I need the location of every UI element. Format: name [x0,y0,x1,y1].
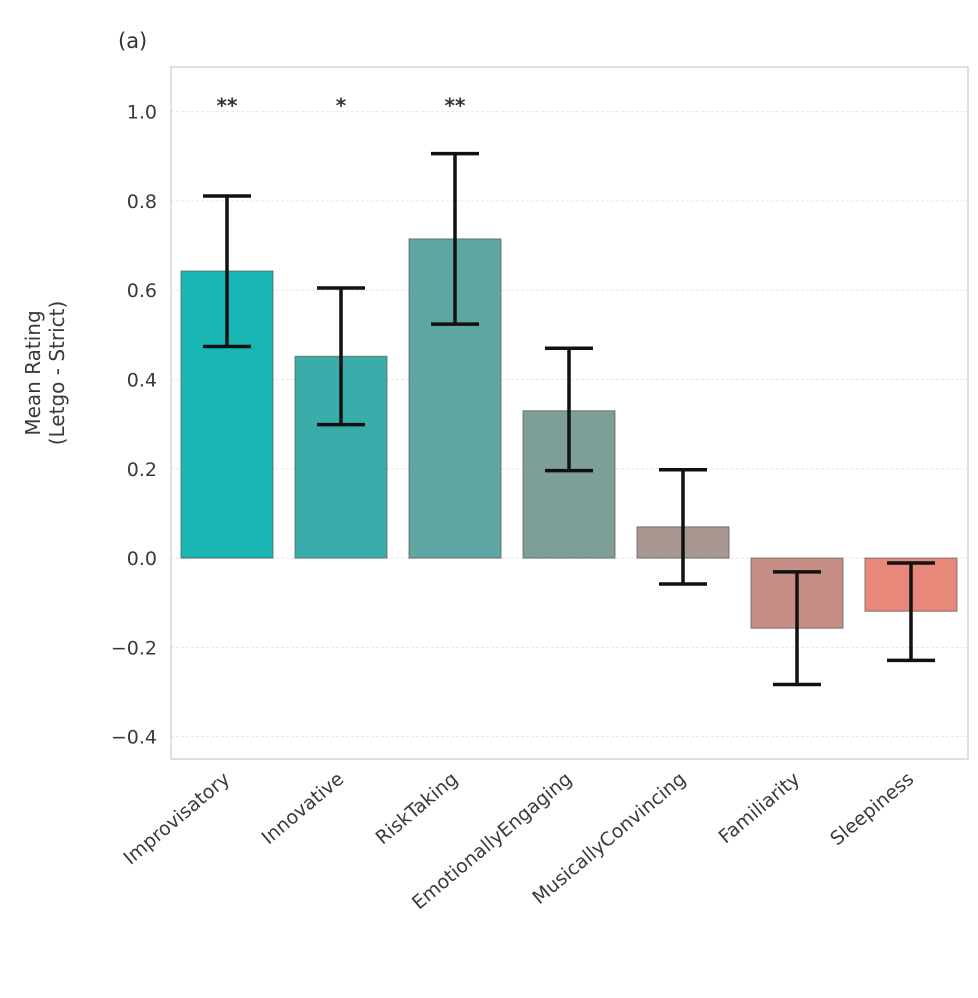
error-bar [659,467,707,586]
y-tick-label: 0.4 [127,370,157,392]
y-tick-label: 0.8 [127,191,157,213]
significance-markers: ** * ** [217,93,466,117]
error-bar [431,151,479,326]
x-tick-label: Sleepiness [826,768,918,850]
x-tick-label: Familiarity [715,768,805,848]
y-tick-label: −0.4 [111,727,157,749]
y-axis-label-line: (Letgo - Strict) [45,301,69,446]
error-bar [203,194,251,349]
x-tick-label: Improvisatory [119,768,234,869]
significance-marker: * [336,93,347,117]
significance-marker: ** [217,93,238,117]
error-bars [203,151,935,687]
error-bar [773,570,821,687]
y-axis-label: Mean Rating (Letgo - Strict) [21,301,69,446]
error-bar [545,346,593,473]
x-tick-label: Innovative [258,768,349,849]
y-axis-ticks: −0.4 −0.2 0.0 0.2 0.4 0.6 0.8 1.0 [111,102,157,749]
x-axis-ticks: Improvisatory Innovative RiskTakingEmotion… [119,768,918,914]
x-tick-label: RiskTaking [372,768,463,849]
error-bar [317,286,365,427]
y-tick-label: −0.2 [111,637,157,659]
plot-frame [170,66,969,760]
panel-label: (a) [118,29,147,53]
y-tick-label: 0.2 [127,459,157,481]
y-tick-label: 0.6 [127,280,157,302]
y-axis-label-line: Mean Rating [21,310,45,435]
y-tick-label: 0.0 [127,548,157,570]
significance-marker: ** [445,93,466,117]
y-tick-label: 1.0 [127,102,157,124]
error-bar [887,561,935,663]
